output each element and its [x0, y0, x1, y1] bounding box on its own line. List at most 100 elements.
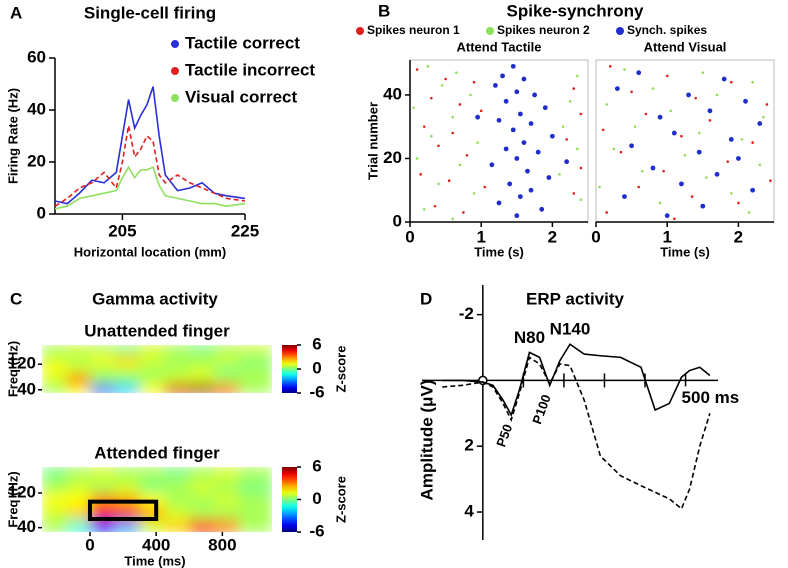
colorbar-label: Z-score: [333, 476, 348, 523]
legend-marker: [616, 27, 624, 35]
legend-marker: [356, 27, 364, 35]
spike: [426, 65, 430, 68]
spike: [765, 103, 769, 106]
x-tick-label: 1: [476, 227, 485, 246]
synch-spike: [510, 127, 516, 133]
spike: [662, 169, 665, 173]
spike: [430, 96, 433, 100]
y-tick-label: 40: [17, 379, 36, 398]
colorbar-label: Z-score: [333, 346, 348, 393]
heat-cell: [66, 364, 91, 375]
heat-cell: [114, 345, 141, 356]
spike: [433, 204, 437, 208]
y-tick-label: 4: [464, 502, 474, 521]
colorbar-tick-label: 0: [312, 489, 321, 508]
spike: [558, 173, 561, 176]
synch-spike: [528, 121, 534, 126]
synch-spike: [622, 194, 627, 199]
spike: [637, 185, 641, 189]
spike: [605, 103, 608, 106]
heat-cell: [164, 480, 190, 494]
x-axis-label: Horizontal location (mm): [74, 244, 226, 259]
colorbar-tick-label: 6: [312, 334, 321, 353]
x-tick-label: 0: [405, 227, 414, 246]
spike: [658, 201, 662, 205]
synch-spike: [728, 137, 734, 142]
spike: [419, 173, 422, 176]
spike: [451, 217, 455, 221]
spike: [715, 93, 719, 97]
annotation: N140: [550, 320, 591, 339]
x-tick-label: 2: [734, 227, 743, 246]
series-line: [54, 86, 246, 205]
spike: [472, 80, 476, 84]
synch-spike: [525, 168, 530, 174]
heatmap-cells: [42, 467, 272, 532]
heat-cell: [89, 480, 116, 494]
synch-spike: [500, 73, 505, 79]
spike: [729, 192, 733, 195]
series-line: [54, 125, 246, 207]
spike: [673, 217, 676, 221]
spike: [462, 211, 465, 214]
spike: [458, 103, 462, 106]
y-tick-label: 60: [27, 47, 46, 66]
heat-cell: [139, 467, 165, 481]
synch-spike: [736, 156, 741, 161]
x-tick-label: 500 ms: [682, 388, 740, 407]
synch-spike: [517, 111, 523, 117]
spike: [769, 179, 772, 183]
y-tick-label: 20: [27, 151, 46, 170]
x-tick-label: 400: [142, 535, 170, 554]
synch-spike: [679, 181, 684, 187]
heat-cell: [89, 467, 116, 481]
heat-cell: [114, 519, 141, 532]
heat-cell: [164, 345, 190, 356]
chart-title: Single-cell firing: [84, 3, 216, 22]
heatmap: [42, 345, 272, 393]
spike: [479, 109, 483, 113]
heat-cell: [214, 345, 240, 356]
spike: [762, 115, 765, 119]
y-axis-label: Freq (Hz): [5, 341, 20, 397]
colorbar-tick-label: 6: [312, 456, 321, 475]
legend-label: Spikes neuron 1: [367, 23, 460, 37]
heat-cell: [114, 364, 141, 375]
heat-cell: [66, 480, 91, 494]
heat-cell: [164, 506, 190, 520]
synch-spike: [514, 156, 520, 161]
spike: [572, 192, 576, 195]
y-tick-label: 20: [383, 148, 402, 167]
heat-cell: [214, 354, 240, 365]
heatmap-cells: [42, 345, 272, 393]
heat-cell: [189, 364, 215, 375]
heat-cell: [66, 519, 91, 532]
synch-spike: [514, 213, 520, 219]
spike: [605, 211, 608, 214]
heat-cell: [189, 383, 215, 393]
heat-cell: [42, 373, 68, 384]
heat-cell: [139, 364, 165, 375]
colorbar-tick-label: -6: [309, 521, 324, 540]
spike: [572, 87, 576, 90]
synch-spike: [657, 114, 663, 120]
spike: [726, 160, 730, 163]
x-tick-label: 800: [208, 535, 236, 554]
heat-cell: [89, 345, 116, 356]
spike: [747, 211, 751, 214]
panel-label: A: [10, 3, 22, 22]
synch-spike: [542, 105, 548, 111]
heat-cell: [238, 480, 272, 494]
spike: [444, 77, 447, 81]
y-tick-label: 40: [17, 517, 36, 536]
synch-spike: [671, 130, 677, 136]
heat-cell: [214, 480, 240, 494]
spike: [568, 99, 572, 103]
heat-cell: [114, 467, 141, 481]
heat-cell: [164, 467, 190, 481]
heat-cell: [139, 345, 165, 356]
legend-label: Tactile correct: [185, 33, 300, 52]
panel-frame: [409, 59, 589, 223]
spike: [579, 166, 583, 170]
synch-spike: [636, 70, 642, 76]
